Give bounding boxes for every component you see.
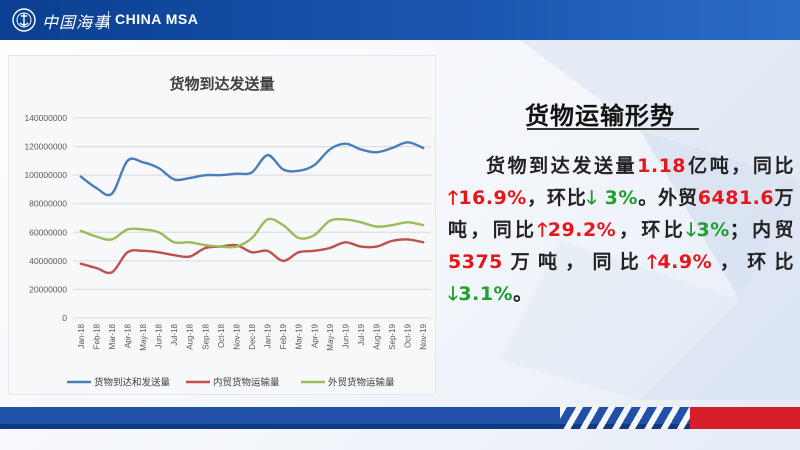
text-segment: 万吨，同比 [448, 187, 794, 241]
series-line-1 [79, 141, 425, 197]
text-segment: 。外贸 [637, 187, 698, 209]
domestic-yoy-value: 4.9% [657, 251, 713, 273]
x-tick-label: Sep-18 [201, 323, 210, 349]
section-title-underline [527, 128, 699, 130]
y-tick-label: 120000000 [24, 142, 67, 152]
total-mom-value: 3% [597, 187, 638, 209]
footer-stripes [560, 407, 690, 429]
legend-label: 内贸货物运输量 [213, 377, 280, 389]
foreign-yoy-value: 29.2% [547, 219, 617, 241]
text-segment: ；内贸 [729, 219, 794, 241]
y-tick-label: 0 [62, 313, 67, 323]
total-volume-value: 1.18 [637, 155, 687, 177]
x-tick-label: Jan-19 [264, 323, 273, 348]
x-tick-label: Feb-18 [92, 323, 101, 349]
series-line-3 [79, 217, 425, 249]
chart-title: 货物到达发送量 [169, 75, 275, 93]
x-tick-label: Oct-19 [404, 323, 413, 348]
logo-chinese: 中国海事 [42, 13, 111, 32]
summary-paragraph: 货物到达发送量1.18亿吨，同比🡑16.9%，环比🡓 3%。外贸6481.6万吨… [448, 150, 794, 310]
x-tick-label: Oct-18 [217, 323, 226, 348]
x-tick-label: May-18 [139, 323, 148, 350]
text-segment: 。 [513, 283, 533, 305]
legend-label: 外贸货物运输量 [328, 377, 395, 389]
down-arrow-icon: 🡓 [448, 283, 459, 305]
text-segment: ，环比 [526, 187, 587, 209]
line-chart: 0 20000000 40000000 60000000 80000000 1000000… [24, 113, 431, 389]
x-tick-label: Apr-19 [310, 323, 319, 348]
chart-panel: 货物到达发送量 0 20000000 40000000 60000000 8000000… [8, 55, 436, 395]
y-tick-label: 40000000 [29, 256, 67, 266]
series-line-2 [79, 238, 425, 275]
header-bar: 中国海事 CHINA MSA [0, 0, 800, 40]
section-title: 货物运输形势 [525, 102, 675, 130]
x-tick-label: Aug-18 [186, 323, 195, 349]
x-tick-label: Sep-19 [388, 323, 397, 349]
total-yoy-value: 16.9% [458, 187, 527, 209]
x-tick-label: Dec-18 [248, 323, 257, 349]
x-tick-label: Aug-19 [373, 323, 382, 349]
x-tick-label: Nov-19 [419, 323, 428, 349]
footer-band-dark [0, 424, 800, 429]
text-segment: ，环比 [712, 251, 794, 273]
decorative-polygons [500, 40, 800, 400]
domestic-mom-value: 3.1% [458, 283, 514, 305]
y-tick-label: 140000000 [24, 113, 67, 123]
up-arrow-icon: 🡑 [537, 219, 548, 241]
x-tick-label: Nov-18 [232, 323, 241, 349]
y-tick-label: 60000000 [29, 227, 67, 237]
up-arrow-icon: 🡑 [448, 187, 459, 209]
x-tick-label: Jul-19 [357, 323, 366, 345]
footer-red-bar [690, 407, 800, 429]
foreign-mom-value: 3% [696, 219, 730, 241]
text-segment: 万吨，同比 [502, 251, 648, 273]
logo-separator [108, 11, 109, 29]
x-tick-label: May-19 [326, 323, 335, 350]
y-tick-label: 80000000 [29, 199, 67, 209]
y-tick-label: 20000000 [29, 284, 67, 294]
legend-label: 货物到达和发送量 [94, 377, 171, 389]
text-segment: 货物到达发送量 [486, 155, 638, 177]
msa-emblem-icon [12, 8, 36, 32]
logo-english: CHINA MSA [115, 11, 199, 27]
x-tick-label: Jun-19 [341, 323, 350, 348]
x-tick-label: Jul-18 [170, 323, 179, 345]
x-tick-label: Mar-18 [108, 323, 117, 349]
x-tick-label: Mar-19 [295, 323, 304, 349]
foreign-volume-value: 6481.6 [697, 187, 775, 209]
up-arrow-icon: 🡑 [647, 251, 658, 273]
x-tick-label: Jan-18 [77, 323, 86, 348]
x-tick-label: Apr-18 [123, 323, 132, 348]
text-segment: ，环比 [616, 219, 687, 241]
text-segment: 亿吨，同比 [686, 155, 794, 177]
x-tick-label: Feb-19 [279, 323, 288, 349]
down-arrow-icon: 🡓 [586, 187, 598, 209]
down-arrow-icon: 🡓 [686, 219, 697, 241]
domestic-volume-value: 5375 [448, 251, 503, 273]
x-tick-label: Jun-18 [155, 323, 164, 348]
y-tick-label: 100000000 [24, 170, 67, 180]
